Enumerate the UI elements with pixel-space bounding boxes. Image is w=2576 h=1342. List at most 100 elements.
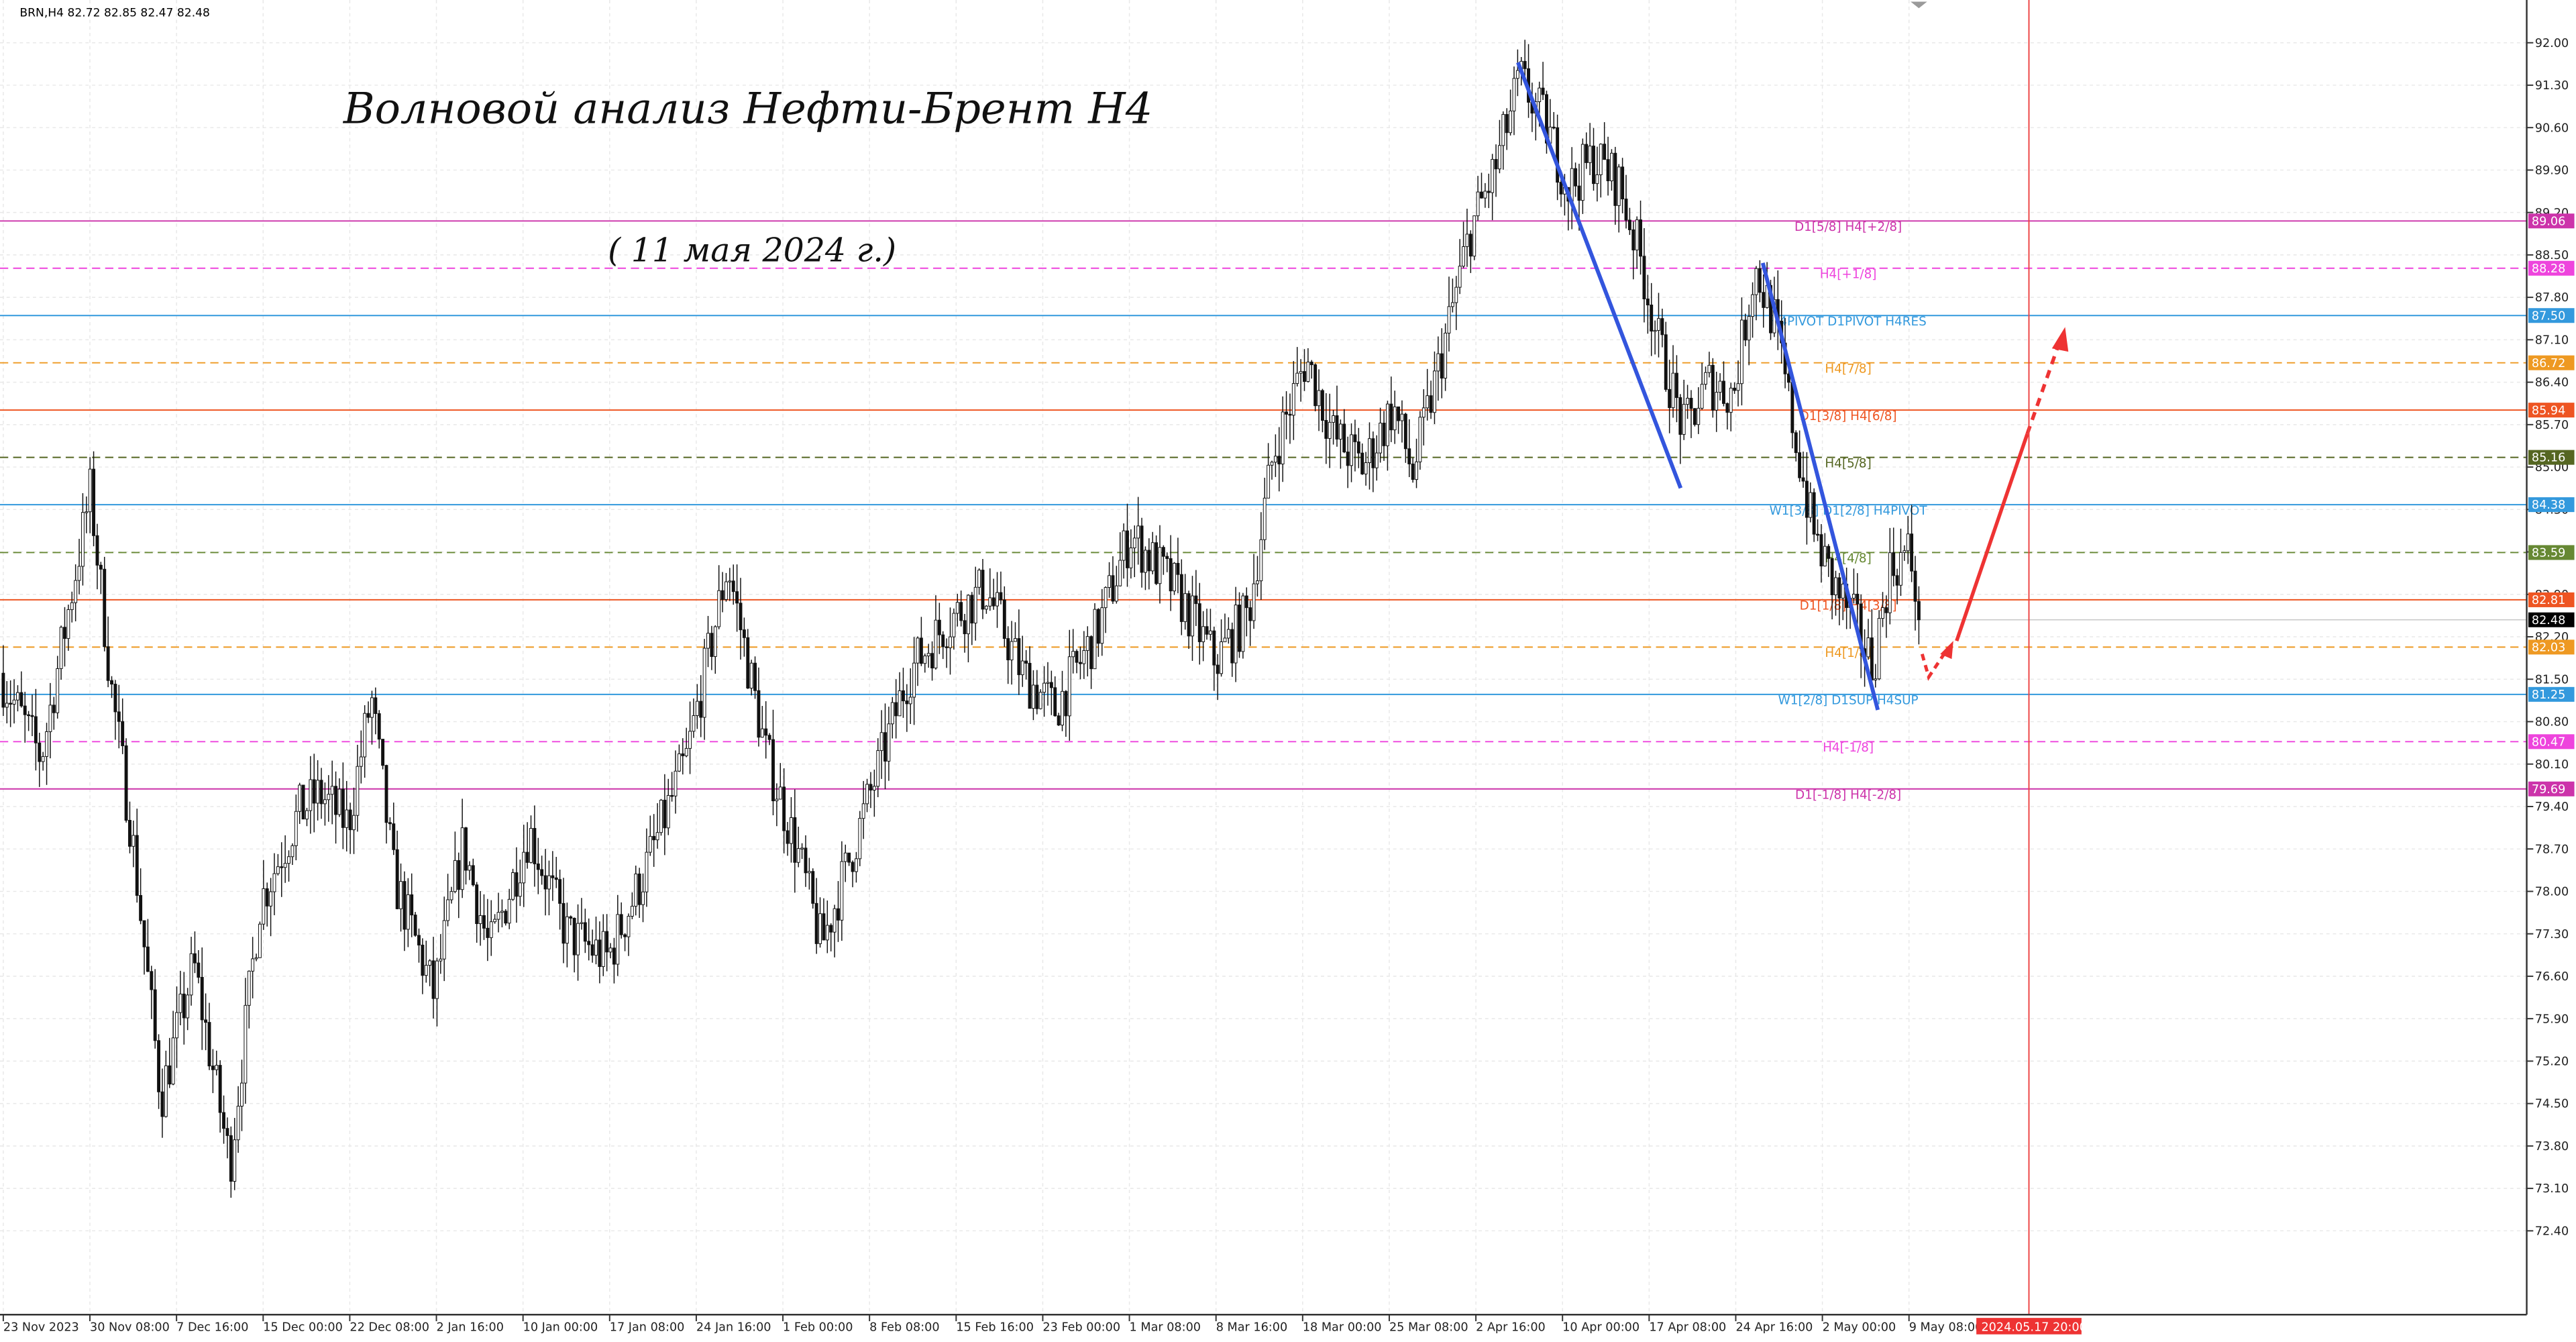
candle-body <box>1238 605 1241 652</box>
candle-body <box>1212 630 1216 666</box>
candle-body <box>157 1040 161 1092</box>
candle-body <box>504 911 508 924</box>
candle-body <box>1834 577 1837 596</box>
candle-body <box>796 848 800 863</box>
candle-body <box>1429 395 1433 413</box>
candle-body <box>1169 558 1173 592</box>
candle-body <box>619 914 623 935</box>
candle-body <box>1035 684 1039 709</box>
price-tick-label: 85.70 <box>2535 419 2569 432</box>
candle-body <box>334 786 338 815</box>
candle-body <box>912 662 916 698</box>
candle-body <box>637 873 641 905</box>
candle-body <box>1809 492 1813 518</box>
forecast-dashed-up <box>2025 340 2062 435</box>
candle-body <box>19 692 23 707</box>
candle-body <box>890 702 894 725</box>
price-tick-label: 77.30 <box>2535 928 2569 941</box>
price-tick-label: 92.00 <box>2535 37 2569 50</box>
level-text: H4[1/8] <box>1825 646 1871 660</box>
candles <box>1 40 1921 1198</box>
candle-body <box>778 786 782 800</box>
candle-body <box>222 1112 225 1129</box>
candle-body <box>1096 609 1100 644</box>
symbol-label: BRN,H4 82.72 82.85 82.47 82.48 <box>19 7 210 20</box>
candle-body <box>771 739 775 801</box>
candle-body <box>1263 497 1267 540</box>
candle-body <box>1002 599 1006 639</box>
level-price-badge <box>2528 497 2575 513</box>
candle-body <box>1220 641 1224 674</box>
price-tick-label: 78.70 <box>2535 843 2569 856</box>
price-tick-label: 72.40 <box>2535 1225 2569 1238</box>
candle-body <box>1140 525 1144 573</box>
candle-body <box>518 882 522 897</box>
candle-body <box>648 835 652 853</box>
candle-body <box>854 858 858 872</box>
candle-body <box>225 1128 229 1136</box>
candle-body <box>348 809 352 831</box>
candle-body <box>1397 406 1401 421</box>
candle-body <box>1476 191 1480 217</box>
price-tick-label: 76.60 <box>2535 970 2569 984</box>
candle-body <box>34 716 38 743</box>
candle-body <box>1494 159 1498 170</box>
candle-body <box>569 916 573 919</box>
forecast-arrowhead <box>2051 327 2069 352</box>
candle-body <box>359 756 363 767</box>
candle-body <box>945 646 949 648</box>
level-price-badge <box>2528 592 2575 607</box>
candle-body <box>417 935 421 945</box>
candle-body <box>1866 637 1870 658</box>
candle-body <box>153 989 157 1041</box>
candle-body <box>1559 182 1563 195</box>
candle-body <box>1739 319 1743 384</box>
candle-body <box>1440 353 1444 379</box>
candle-body <box>124 745 128 821</box>
candle-body <box>110 680 113 685</box>
candle-body <box>66 609 70 639</box>
candle-body <box>262 888 266 925</box>
candle-body <box>1794 432 1798 454</box>
candle-body <box>236 1106 240 1141</box>
candle-body <box>1711 364 1715 411</box>
candle-body <box>684 747 688 756</box>
candle-body <box>1577 185 1581 201</box>
candle-body <box>837 908 840 921</box>
candle-body <box>247 970 251 1006</box>
candle-body <box>883 732 887 762</box>
candle-body <box>402 881 407 930</box>
current-price-badge <box>2528 612 2575 627</box>
candle-body <box>1411 463 1415 480</box>
candle-body <box>272 873 276 892</box>
candle-body <box>623 934 627 937</box>
candle-body <box>1743 319 1748 341</box>
candle-body <box>85 511 89 513</box>
candle-body <box>955 602 959 614</box>
level-price-label: 79.69 <box>2532 783 2565 796</box>
candle-body <box>298 784 302 812</box>
candle-body <box>1335 415 1339 440</box>
candle-body <box>395 849 399 909</box>
candle-body <box>113 684 117 713</box>
level-price-label: 87.50 <box>2532 309 2565 323</box>
candle-body <box>182 993 186 1019</box>
candle-body <box>1819 534 1823 567</box>
level-text: D1[3/8] H4[6/8] <box>1800 409 1897 423</box>
candle-body <box>991 597 996 607</box>
candle-body <box>392 823 396 850</box>
candle-body <box>160 1091 164 1117</box>
candle-body <box>713 626 717 657</box>
candle-body <box>1874 678 1878 680</box>
candle-body <box>551 875 555 878</box>
candle-body <box>872 786 876 791</box>
candle-body <box>374 697 378 714</box>
candle-body <box>540 869 544 876</box>
candle-body <box>1403 413 1407 450</box>
price-tick-label: 79.40 <box>2535 801 2569 814</box>
candle-body <box>543 875 547 890</box>
candle-body <box>74 580 78 603</box>
candle-body <box>547 875 551 890</box>
